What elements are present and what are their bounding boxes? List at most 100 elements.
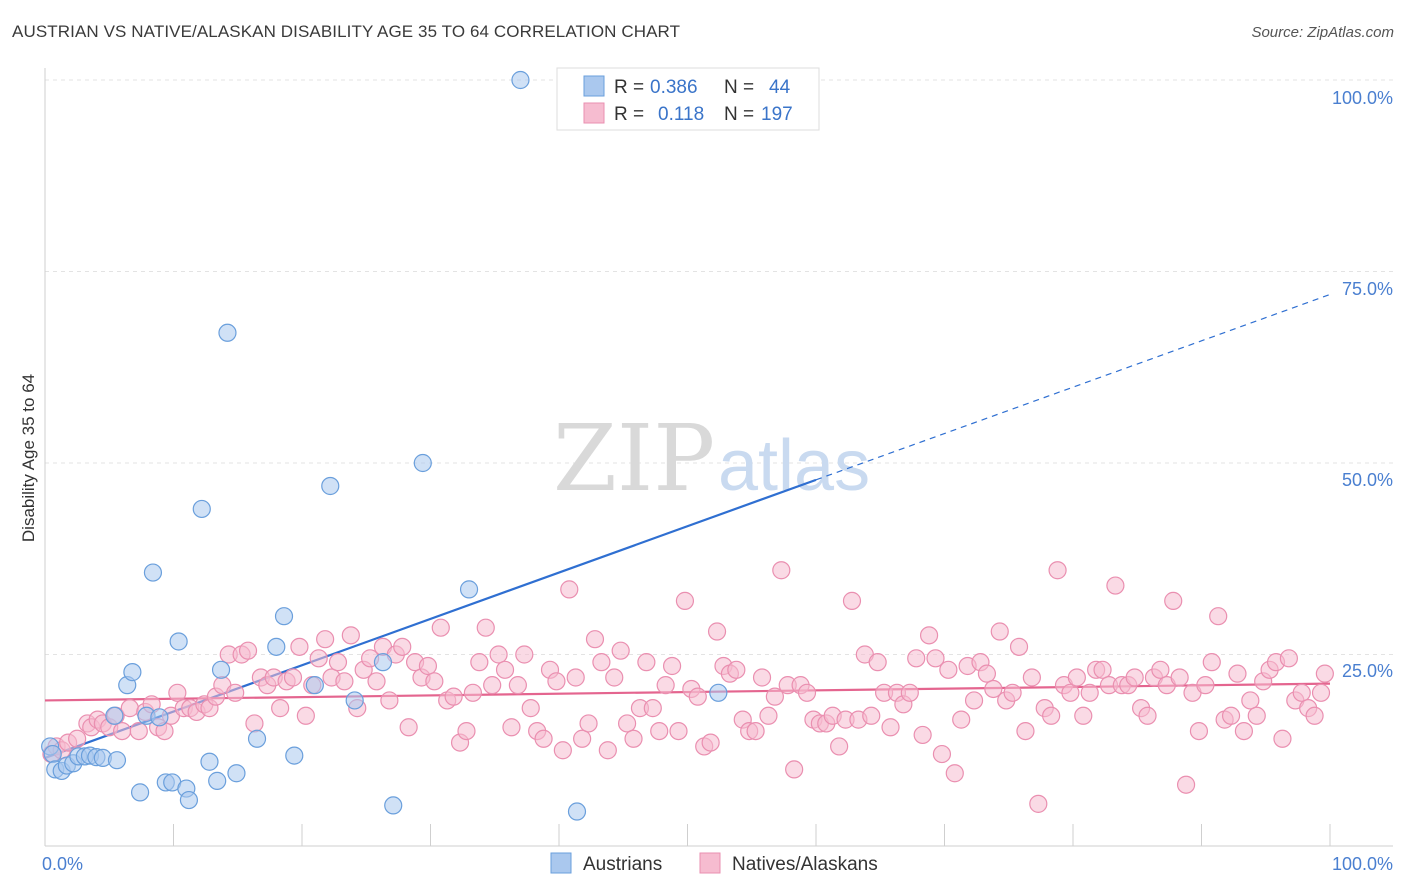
legend-r-value-natives: 0.118 [658,104,704,125]
austrians-point-31 [267,637,286,656]
natives-point-11 [112,721,132,741]
natives-point-155 [1042,706,1061,725]
austrians-point-15 [130,783,150,802]
austrians-point-12 [105,706,124,725]
legend-swatch-natives [583,102,605,124]
natives-point-55 [399,718,418,737]
natives-point-149 [1003,683,1022,702]
natives-point-96 [662,656,682,676]
natives-point-89 [618,714,637,733]
natives-point-72 [508,676,527,695]
natives-point-181 [1209,607,1228,626]
natives-point-76 [534,729,553,748]
legend-n-value-natives: 197 [761,104,793,125]
austrians-point-26 [208,771,227,790]
watermark: ZIP atlas [553,405,870,512]
natives-point-192 [1279,649,1298,668]
natives-point-73 [515,645,534,664]
series-legend-label-natives: Natives/Alaskans [732,854,878,875]
y-tick-labels: 100.0% 75.0% 50.0% 25.0% [1332,88,1393,681]
natives-point-198 [1315,664,1334,683]
natives-point-130 [881,718,900,737]
series-legend-label-austrians: Austrians [583,854,662,875]
natives-point-163 [1093,660,1112,679]
natives-point-150 [1009,637,1029,656]
y-tick-label-25: 25.0% [1342,661,1393,681]
natives-point-80 [560,580,579,599]
natives-point-110 [752,668,772,687]
austrians-point-43 [709,683,728,702]
austrians-point-42 [567,802,587,821]
natives-point-31 [245,714,264,733]
natives-point-184 [1228,664,1247,683]
natives-point-138 [932,744,952,764]
natives-point-191 [1273,729,1292,748]
natives-point-140 [945,764,964,783]
natives-point-54 [393,637,412,656]
natives-point-186 [1241,691,1260,710]
natives-point-86 [598,741,617,760]
natives-point-153 [1029,794,1048,813]
austrians-point-21 [169,632,188,651]
natives-point-158 [1061,683,1080,702]
natives-point-128 [868,653,887,672]
natives-point-178 [1189,721,1209,741]
axes [44,68,1393,847]
natives-point-50 [367,672,386,691]
austrians-point-27 [211,660,231,679]
y-axis-title: Disability Age 35 to 64 [19,374,38,542]
natives-point-44 [328,653,348,672]
natives-point-78 [547,672,566,691]
natives-point-58 [418,656,438,676]
austrians-point-30 [247,729,267,748]
natives-point-88 [611,641,630,660]
natives-point-127 [862,706,881,725]
natives-point-85 [592,653,611,672]
natives-point-165 [1106,576,1125,595]
natives-point-146 [984,679,1003,699]
natives-point-39 [296,706,315,725]
series-legend: Austrians Natives/Alaskans [550,852,878,875]
legend-n-value-austrians: 44 [769,77,791,98]
chart-source: Source: ZipAtlas.com [1251,24,1394,41]
natives-point-122 [830,737,849,756]
natives-point-98 [675,591,695,610]
natives-point-52 [380,691,399,710]
natives-point-93 [643,699,662,718]
natives-point-84 [585,630,605,649]
natives-point-100 [688,687,707,706]
natives-point-170 [1138,706,1157,725]
legend-r-label-austrians: R = [614,77,644,98]
natives-point-160 [1074,706,1093,725]
natives-point-135 [913,725,932,745]
austrians-point-11 [107,751,127,770]
x-tick-labels: 0.0% 100.0% [42,854,1393,874]
watermark-zip: ZIP [553,405,715,512]
natives-point-106 [727,660,746,679]
natives-point-74 [521,699,540,718]
austrians-point-36 [345,691,364,710]
natives-point-41 [309,649,328,668]
x-tick-label-100: 100.0% [1332,854,1393,874]
natives-point-124 [842,591,862,610]
natives-point-87 [605,668,624,687]
natives-point-147 [990,622,1009,641]
trend-line-austrians-extension [815,293,1331,481]
y-tick-label-100: 100.0% [1332,88,1393,108]
natives-point-161 [1080,683,1099,702]
austrians-point-38 [384,796,403,815]
natives-point-175 [1170,668,1189,687]
natives-point-133 [900,683,919,702]
natives-point-139 [939,660,958,679]
natives-point-95 [656,676,675,695]
legend-n-label-natives: N = [724,104,754,125]
austrians-point-18 [150,708,169,727]
austrians-point-24 [192,499,211,519]
natives-point-136 [919,626,939,645]
austrians-point-40 [459,580,479,599]
natives-point-92 [637,653,656,672]
austrians-point-35 [321,476,340,496]
natives-point-176 [1176,775,1196,794]
natives-point-180 [1202,653,1221,672]
natives-point-141 [952,710,971,729]
